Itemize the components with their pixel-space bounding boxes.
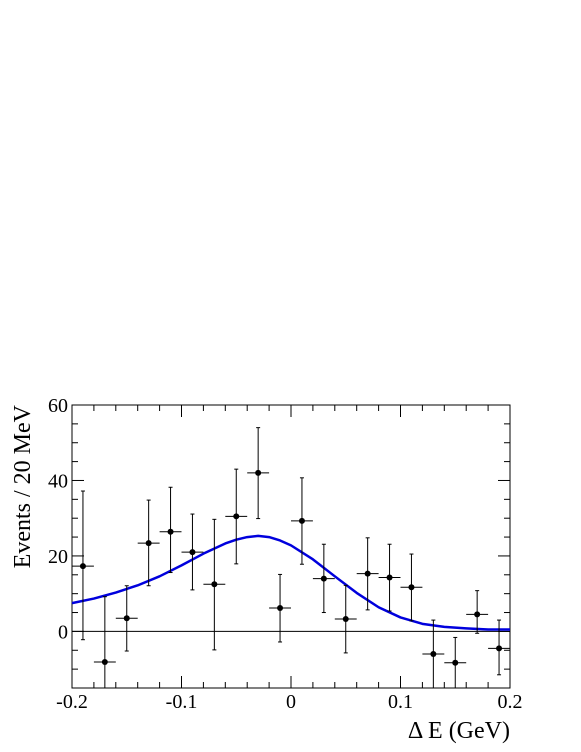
data-marker: [298, 517, 305, 524]
fit-curve-group: [71, 534, 510, 631]
data-marker: [342, 615, 349, 622]
data-marker: [320, 575, 327, 582]
data-point: [269, 573, 291, 643]
x-tick-label: -0.1: [166, 691, 198, 713]
data-point: [72, 490, 94, 641]
y-tick-label: 20: [48, 546, 68, 568]
data-marker: [430, 651, 437, 658]
data-point: [225, 468, 248, 565]
data-marker: [101, 658, 108, 665]
tick-labels-group: -0.2 -0.1 0 0.1 0.2 0 20 40 60: [48, 395, 523, 713]
data-marker: [386, 574, 393, 581]
data-point: [137, 499, 160, 587]
x-tick-label: 0.1: [388, 691, 413, 713]
data-marker: [364, 570, 371, 577]
data-marker: [79, 563, 86, 570]
data-points-group: [72, 427, 510, 688]
data-marker: [167, 528, 174, 535]
data-point: [334, 584, 357, 654]
y-tick-label: 60: [48, 395, 68, 417]
x-axis-title: Δ E (GeV): [408, 718, 510, 744]
y-tick-label: 40: [48, 470, 68, 492]
data-marker: [474, 611, 481, 618]
data-point: [93, 596, 116, 688]
data-point: [444, 636, 467, 688]
fit-curve: [71, 534, 510, 631]
data-marker: [496, 645, 503, 652]
data-marker: [145, 540, 152, 547]
data-point: [115, 585, 138, 652]
data-marker: [452, 659, 459, 666]
data-point: [422, 619, 445, 688]
data-point: [291, 477, 313, 565]
data-point: [466, 590, 489, 634]
data-point: [378, 543, 401, 612]
data-point: [181, 513, 204, 591]
x-tick-label: 0.2: [498, 691, 523, 713]
data-point: [247, 427, 270, 520]
y-axis-title: Events / 20 MeV: [10, 404, 36, 568]
data-marker: [255, 469, 262, 476]
data-marker: [123, 615, 130, 622]
data-marker: [189, 549, 196, 556]
data-marker: [233, 513, 240, 520]
data-point: [312, 543, 335, 614]
x-tick-label: 0: [286, 691, 296, 713]
data-marker: [211, 581, 218, 588]
data-point: [488, 619, 510, 676]
data-point: [400, 553, 423, 622]
data-marker: [408, 584, 415, 591]
data-point: [203, 518, 226, 651]
data-point: [159, 486, 182, 574]
data-marker: [277, 605, 284, 612]
y-tick-label: 0: [58, 621, 68, 643]
x-tick-label: -0.2: [56, 691, 88, 713]
data-point: [356, 537, 379, 611]
